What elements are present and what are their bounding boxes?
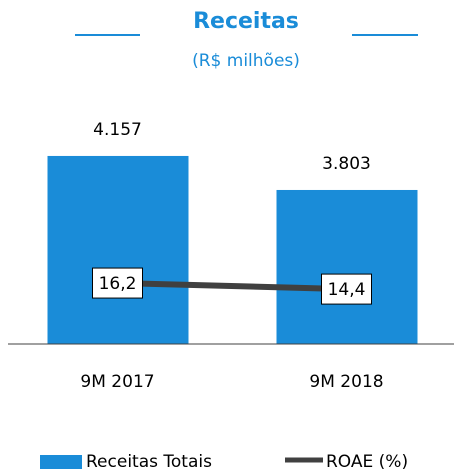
value-label: 4.157 xyxy=(93,120,142,140)
x-tick-label: 9M 2018 xyxy=(309,372,383,392)
legend-swatch xyxy=(40,455,82,469)
value-label: 16,2 xyxy=(99,274,137,294)
bar xyxy=(276,189,418,344)
value-label-box xyxy=(92,267,143,299)
value-label: 3.803 xyxy=(322,154,371,174)
x-tick-label: 9M 2017 xyxy=(80,372,154,392)
chart-title: Receitas xyxy=(193,9,299,34)
value-label-box xyxy=(321,273,372,305)
value-label: 14,4 xyxy=(328,280,366,300)
bar xyxy=(47,155,189,344)
legend-label: ROAE (%) xyxy=(326,452,408,472)
chart-subtitle: (R$ milhões) xyxy=(192,51,300,71)
legend-label: Receitas Totais xyxy=(86,452,212,472)
line xyxy=(117,280,347,293)
